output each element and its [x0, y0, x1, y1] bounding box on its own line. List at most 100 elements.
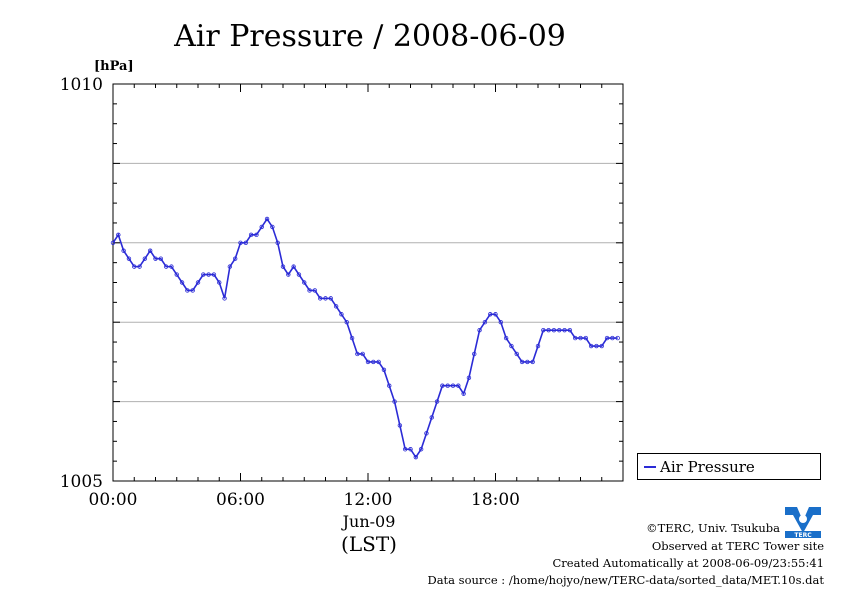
data-point [333, 304, 339, 309]
x-tick-label: 00:00 [89, 490, 138, 510]
plot-area [112, 83, 624, 482]
data-point [562, 327, 567, 333]
footer-site: Observed at TERC Tower site [651, 539, 824, 553]
data-point [610, 335, 615, 341]
data-point [121, 248, 126, 253]
data-point [418, 447, 424, 452]
data-point [206, 272, 211, 277]
legend-swatch [644, 466, 656, 468]
data-point [211, 272, 217, 277]
data-point [328, 296, 334, 301]
data-point [482, 320, 488, 325]
x-axis-timezone-label: (LST) [341, 532, 397, 556]
data-point [466, 375, 472, 380]
data-point [546, 327, 551, 333]
data-point [493, 312, 498, 317]
series-line-0 [112, 217, 618, 459]
data-point [201, 272, 206, 277]
chart-title: Air Pressure / 2008-06-09 [173, 19, 566, 54]
data-point [312, 288, 318, 293]
data-point [158, 256, 164, 261]
data-point [567, 327, 573, 333]
data-point [588, 343, 594, 349]
data-point [445, 383, 450, 388]
data-point [594, 343, 599, 349]
data-point [264, 216, 270, 222]
data-point [514, 351, 519, 357]
data-point [317, 296, 323, 301]
data-point [291, 264, 296, 269]
data-point [286, 272, 291, 277]
data-point [434, 399, 440, 404]
data-point [302, 280, 307, 285]
data-point [179, 280, 185, 285]
footer-created: Created Automatically at 2008-06-09/23:5… [552, 556, 825, 570]
data-point [280, 264, 286, 269]
data-point [116, 232, 121, 238]
data-point [530, 359, 535, 365]
data-point [344, 320, 349, 325]
data-point [222, 296, 227, 301]
data-point [132, 264, 137, 269]
legend: Air Pressure [637, 453, 821, 480]
y-axis: 1010 1005 [60, 75, 623, 492]
data-point [440, 383, 445, 388]
data-point [126, 256, 132, 261]
data-point [387, 383, 392, 388]
data-point [519, 359, 525, 365]
data-point [376, 359, 381, 365]
data-point [270, 224, 275, 230]
data-point [137, 264, 142, 269]
data-point [153, 256, 158, 261]
data-point [243, 240, 249, 245]
data-point [541, 327, 546, 333]
x-axis-date-label: Jun-09 [341, 512, 396, 531]
data-point [583, 335, 589, 341]
data-point [397, 423, 403, 428]
data-point [557, 327, 562, 333]
data-point [551, 327, 557, 333]
data-point [355, 351, 360, 357]
data-point [248, 232, 254, 238]
grid-lines [113, 162, 623, 403]
y-tick-label: 1005 [60, 472, 103, 492]
x-axis: 00:00 06:00 12:00 18:00 [89, 84, 624, 510]
data-point [238, 240, 243, 245]
data-point [147, 248, 153, 253]
data-point [472, 351, 477, 357]
data-point [572, 335, 578, 341]
data-point [217, 280, 222, 285]
data-point [487, 312, 493, 317]
logo-text: TERC [794, 532, 812, 539]
data-point [503, 335, 509, 341]
data-point [498, 320, 504, 325]
data-point [599, 343, 604, 349]
data-point [392, 399, 397, 404]
data-point [185, 288, 190, 293]
data-point [169, 264, 174, 269]
data-point [307, 288, 312, 293]
data-point [381, 367, 387, 373]
data-point [110, 240, 116, 245]
footer-copyright: ©TERC, Univ. Tsukuba [646, 521, 780, 535]
data-point [461, 391, 466, 396]
data-point [578, 335, 583, 341]
data-point [259, 224, 264, 230]
data-point [450, 383, 456, 388]
data-point [296, 272, 302, 277]
x-tick-label: 06:00 [216, 490, 265, 510]
data-point [456, 383, 461, 388]
data-point [360, 351, 365, 357]
data-point [615, 335, 620, 341]
data-point [525, 359, 530, 365]
footer-source: Data source : /home/hojyo/new/TERC-data/… [427, 573, 824, 587]
data-point [339, 312, 344, 317]
data-point [190, 288, 195, 293]
data-point [275, 240, 280, 245]
x-tick-label: 18:00 [471, 490, 520, 510]
terc-logo-icon: TERC [783, 503, 823, 539]
series-air-pressure [110, 216, 620, 460]
data-point [371, 359, 376, 365]
data-point [195, 280, 201, 285]
